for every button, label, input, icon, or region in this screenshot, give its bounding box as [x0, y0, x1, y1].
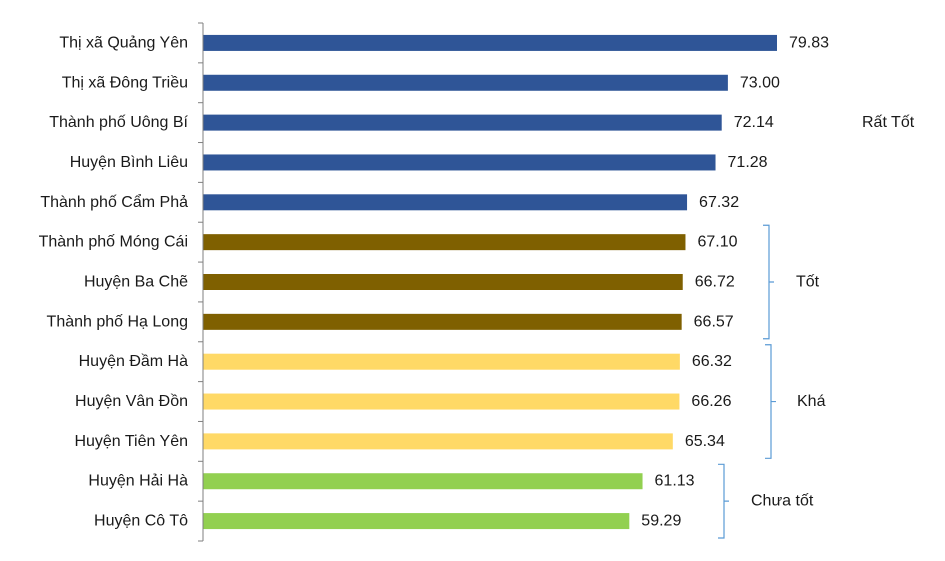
- group-bracket: [718, 463, 729, 539]
- value-label: 67.10: [697, 234, 737, 251]
- bar: [203, 513, 630, 530]
- category-label: Huyện Hải Hà: [88, 473, 188, 490]
- category-label: Huyện Vân Đồn: [75, 393, 188, 410]
- category-label: Huyện Bình Liêu: [70, 154, 188, 171]
- value-label: 61.13: [655, 473, 695, 490]
- group-label: Rất Tốt: [862, 114, 915, 131]
- category-label: Thị xã Đông Triều: [62, 74, 188, 91]
- category-label: Thành phố Móng Cái: [39, 234, 188, 251]
- group-bracket: [765, 344, 776, 459]
- bar: [203, 34, 777, 51]
- value-label: 59.29: [641, 513, 681, 530]
- value-label: 66.57: [694, 313, 734, 330]
- bar: [203, 74, 728, 91]
- category-label: Thành phố Hạ Long: [47, 313, 188, 330]
- category-label: Huyện Đầm Hà: [79, 353, 188, 370]
- value-labels: 79.83 73.00 72.14 71.28 67.32 67.10 66.72 66.57…: [641, 34, 829, 529]
- bar: [203, 433, 673, 450]
- value-label: 79.83: [789, 34, 829, 51]
- value-label: 73.00: [740, 74, 780, 91]
- group-bracket: [763, 224, 774, 340]
- category-label: Thành phố Uông Bí: [49, 114, 188, 131]
- bar: [203, 154, 716, 171]
- y-axis-ticks: [198, 22, 203, 542]
- bars-layer: [203, 34, 777, 530]
- group-annotations: Rất Tốt Tốt Khá Chưa tốt: [718, 114, 915, 539]
- category-label: Thành phố Cẩm Phả: [40, 193, 188, 211]
- category-labels: Thị xã Quảng Yên Thị xã Đông Triều Thành p…: [39, 34, 189, 529]
- value-label: 72.14: [734, 114, 774, 131]
- bar: [203, 194, 688, 211]
- category-label: Thị xã Quảng Yên: [59, 34, 188, 51]
- category-label: Huyện Cô Tô: [94, 513, 188, 530]
- bar: [203, 114, 722, 131]
- bar: [203, 274, 683, 290]
- bar: [203, 313, 682, 330]
- category-label: Huyện Ba Chẽ: [84, 274, 188, 291]
- value-label: 66.72: [695, 274, 735, 291]
- bar: [203, 393, 680, 410]
- value-label: 66.32: [692, 353, 732, 370]
- bar: [203, 234, 686, 251]
- value-label: 66.26: [691, 393, 731, 410]
- value-label: 67.32: [699, 194, 739, 211]
- value-label: 65.34: [685, 433, 725, 450]
- group-label: Tốt: [796, 274, 820, 291]
- bar: [203, 473, 643, 490]
- bar: [203, 353, 680, 370]
- category-label: Huyện Tiên Yên: [74, 433, 188, 450]
- value-label: 71.28: [728, 154, 768, 171]
- group-label: Chưa tốt: [751, 493, 814, 510]
- group-label: Khá: [797, 393, 826, 410]
